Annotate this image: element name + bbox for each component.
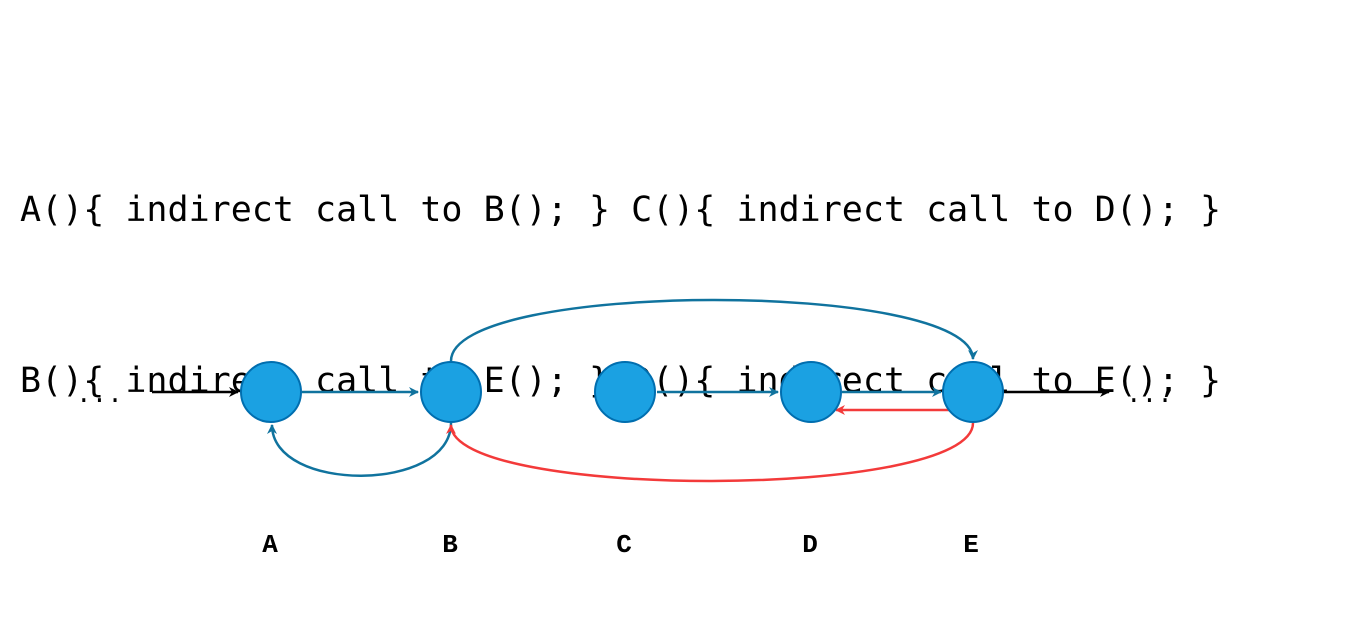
- node-label-b: B: [442, 530, 458, 560]
- node-a: [240, 361, 302, 423]
- edge-b-to-e: [449, 298, 978, 362]
- edge-b-to-a: [267, 422, 453, 477]
- right-ellipsis: ...: [1126, 380, 1173, 410]
- node-c: [594, 361, 656, 423]
- node-e: [942, 361, 1004, 423]
- code-line-1: A(){ indirect call to B(); } C(){ indire…: [20, 190, 1222, 230]
- node-label-c: C: [616, 530, 632, 560]
- node-d: [780, 361, 842, 423]
- node-label-d: D: [802, 530, 818, 560]
- node-b: [420, 361, 482, 423]
- edge-e-to-b: [446, 422, 975, 483]
- node-label-e: E: [963, 530, 979, 560]
- node-label-a: A: [262, 530, 278, 560]
- left-ellipsis: ...: [76, 380, 123, 410]
